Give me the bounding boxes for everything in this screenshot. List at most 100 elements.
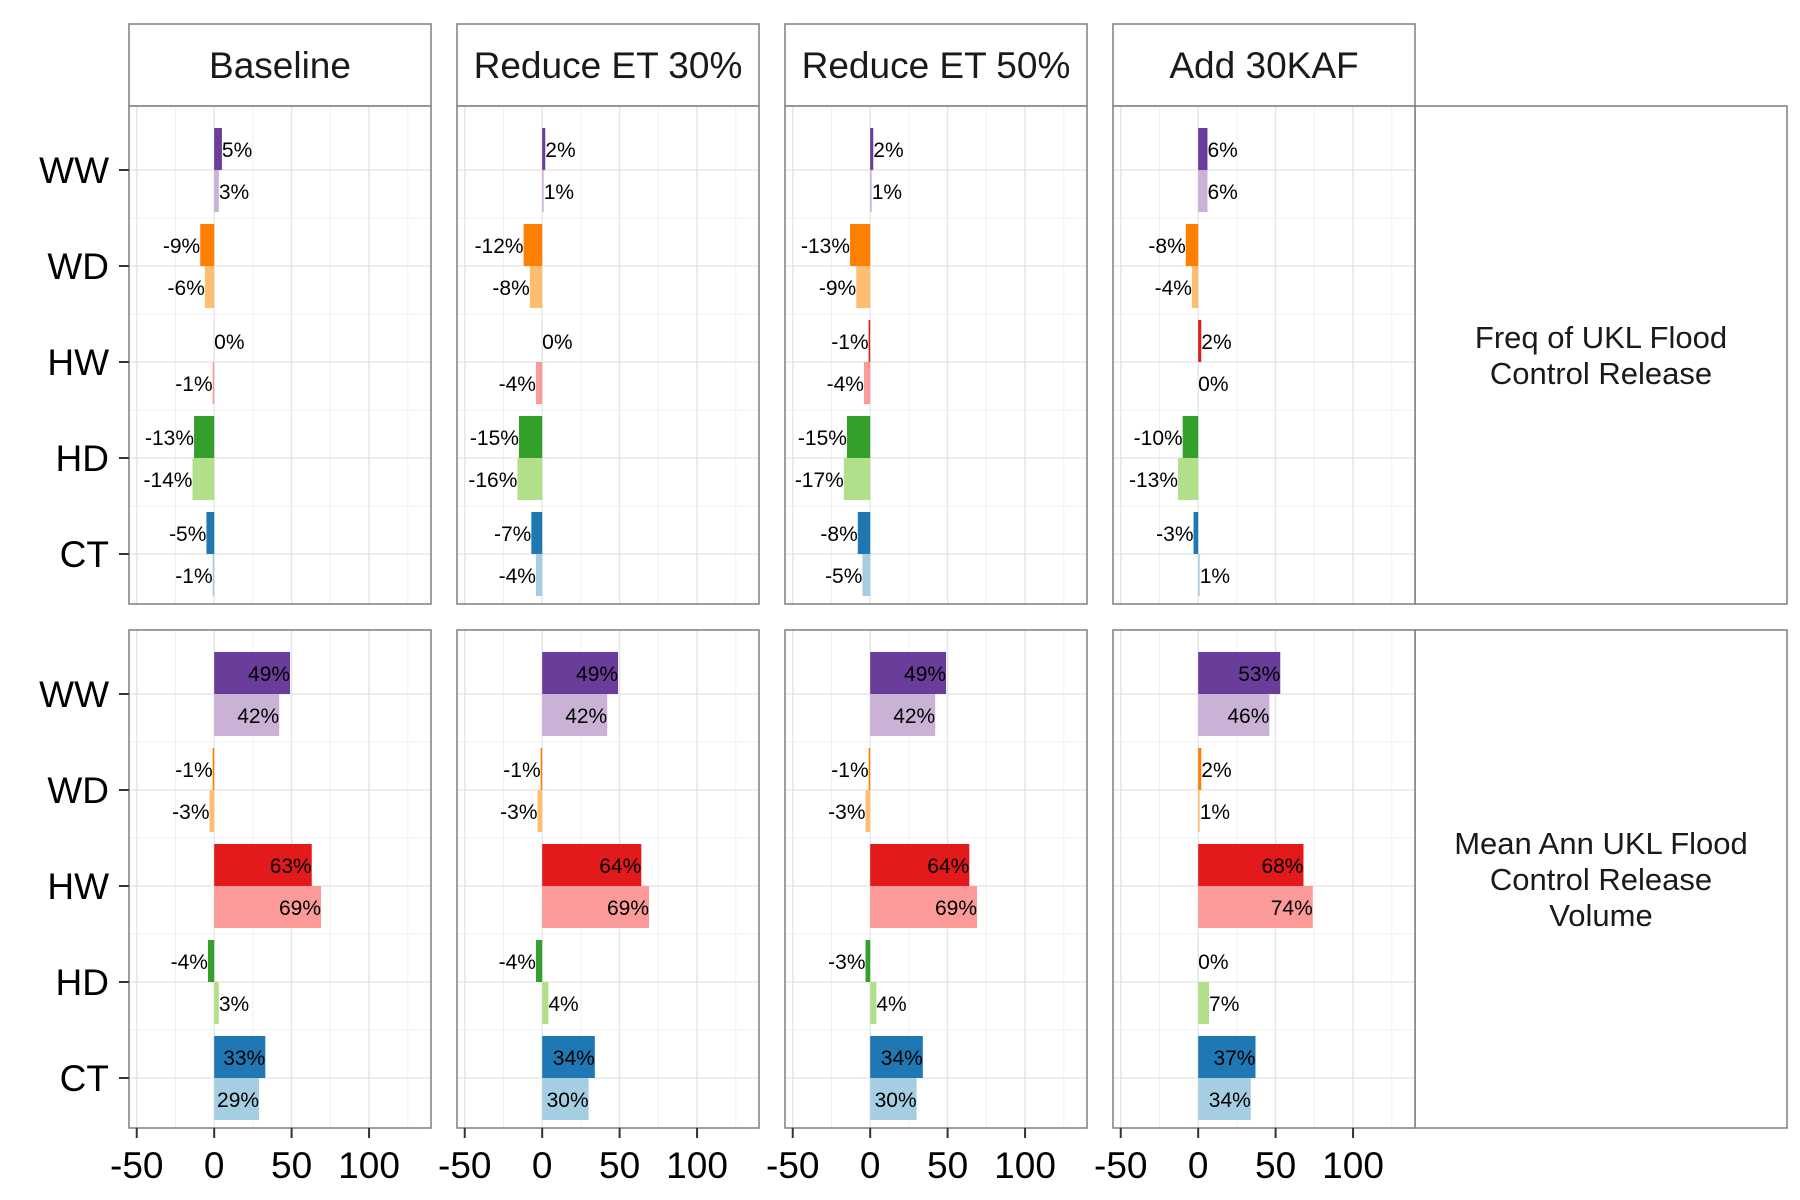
data-label: -3% <box>828 951 865 974</box>
bar-hw-dark <box>870 844 970 886</box>
bar-hw-light <box>535 362 543 404</box>
bar-ww-light <box>214 170 219 212</box>
data-label: 53% <box>1238 663 1280 686</box>
x-tick-label: 0 <box>1188 1145 1209 1186</box>
data-label: -9% <box>163 235 200 258</box>
bar-ct-light <box>212 554 215 596</box>
data-label: 37% <box>1213 1047 1255 1070</box>
data-label: -13% <box>1129 469 1178 492</box>
bar-ct-dark <box>531 512 543 554</box>
row-strip-label-line: Mean Ann UKL Flood <box>1454 826 1748 861</box>
data-label: -15% <box>798 427 847 450</box>
panel-1-add-30kaf: 53% 46% 2% 1% 68% 74% 0% 7% 37% 34% <box>1112 629 1416 1129</box>
data-label: 1% <box>872 181 902 204</box>
panel-border <box>128 105 432 605</box>
data-label: 30% <box>547 1089 589 1112</box>
data-label: -4% <box>1155 277 1192 300</box>
data-label: -4% <box>171 951 208 974</box>
data-label: 6% <box>1207 139 1237 162</box>
data-label: 42% <box>565 705 607 728</box>
bar-ct-light <box>214 1078 260 1120</box>
panel-border <box>456 105 760 605</box>
bar-hw-dark <box>1198 320 1202 362</box>
data-label: -1% <box>831 759 868 782</box>
facet-strip-add-30kaf <box>1112 23 1416 107</box>
data-label: -4% <box>499 951 536 974</box>
data-label: -17% <box>795 469 844 492</box>
bar-hd-dark <box>846 416 871 458</box>
facet-strip-baseline <box>128 23 432 107</box>
data-label: -14% <box>143 469 192 492</box>
data-label: 30% <box>875 1089 917 1112</box>
bar-ww-light <box>542 694 608 736</box>
bar-wd-dark <box>1185 224 1199 266</box>
bar-wd-light <box>1191 266 1199 308</box>
bar-ct-dark <box>1193 512 1199 554</box>
data-label: 2% <box>1201 331 1231 354</box>
bar-ww-dark <box>1198 128 1208 170</box>
bar-hd-light <box>1178 458 1199 500</box>
data-label: 42% <box>237 705 279 728</box>
data-label: 0% <box>1198 373 1228 396</box>
panel-1-baseline: 49% 42% -1% -3% 63% 69% -4% 3% 33% 29% <box>128 629 432 1129</box>
bar-wd-light <box>865 790 871 832</box>
data-label: -8% <box>820 523 857 546</box>
data-label: 3% <box>219 181 249 204</box>
bar-ct-dark <box>206 512 215 554</box>
bar-ww-dark <box>542 128 546 170</box>
x-tick-label: 50 <box>927 1145 968 1186</box>
panel-border <box>128 629 432 1129</box>
data-label: -3% <box>500 801 537 824</box>
data-label: -3% <box>828 801 865 824</box>
data-label: -3% <box>172 801 209 824</box>
bar-ct-light <box>1198 1078 1251 1120</box>
bar-wd-dark <box>850 224 871 266</box>
bar-hd-dark <box>194 416 215 458</box>
data-label: -4% <box>499 565 536 588</box>
data-label: 49% <box>248 663 290 686</box>
bar-ww-light <box>870 170 872 212</box>
bar-hw-dark <box>1198 844 1304 886</box>
bar-hw-dark <box>214 844 312 886</box>
data-label: 69% <box>279 897 321 920</box>
data-label: -12% <box>475 235 524 258</box>
row-strip-label-line: Freq of UKL Flood <box>1475 320 1727 355</box>
bar-ct-dark <box>1198 1036 1256 1078</box>
bar-ww-light <box>1198 170 1208 212</box>
bar-ww-dark <box>542 652 619 694</box>
data-label: 29% <box>217 1089 259 1112</box>
bar-ct-dark <box>542 1036 595 1078</box>
bar-wd-light <box>856 266 871 308</box>
bar-ww-dark <box>870 652 947 694</box>
data-label: -6% <box>168 277 205 300</box>
data-label: 7% <box>1209 993 1239 1016</box>
bar-wd-light <box>1198 790 1200 832</box>
panel-1-reduce-et-50: 49% 42% -1% -3% 64% 69% -3% 4% 34% 30% <box>784 629 1088 1129</box>
bar-ww-dark <box>214 652 291 694</box>
y-tick-label: HD <box>56 962 109 1003</box>
bar-hd-light <box>517 458 543 500</box>
row-strip-1 <box>1414 629 1788 1129</box>
bar-ww-dark <box>870 128 874 170</box>
data-label: -5% <box>825 565 862 588</box>
data-label: -16% <box>468 469 517 492</box>
data-label: 0% <box>1198 951 1228 974</box>
bar-hw-light <box>870 886 978 928</box>
data-label: 64% <box>927 855 969 878</box>
facet-strip-label: Reduce ET 50% <box>802 45 1071 86</box>
data-label: -4% <box>827 373 864 396</box>
y-tick-label: WD <box>47 246 109 287</box>
bar-ct-light <box>1198 554 1200 596</box>
data-label: 1% <box>1200 801 1230 824</box>
panel-border <box>1112 629 1416 1129</box>
bar-hw-light <box>1198 886 1313 928</box>
row-strip-label-line: Control Release <box>1490 356 1712 391</box>
facet-strip-reduce-et-50 <box>784 23 1088 107</box>
data-label: -13% <box>145 427 194 450</box>
data-label: 63% <box>270 855 312 878</box>
bar-ww-dark <box>1198 652 1281 694</box>
panel-border <box>784 105 1088 605</box>
panel-0-reduce-et-50: 2% 1% -13% -9% -1% -4% -15% -17% -8% -5% <box>784 105 1088 605</box>
bar-wd-light <box>204 266 215 308</box>
